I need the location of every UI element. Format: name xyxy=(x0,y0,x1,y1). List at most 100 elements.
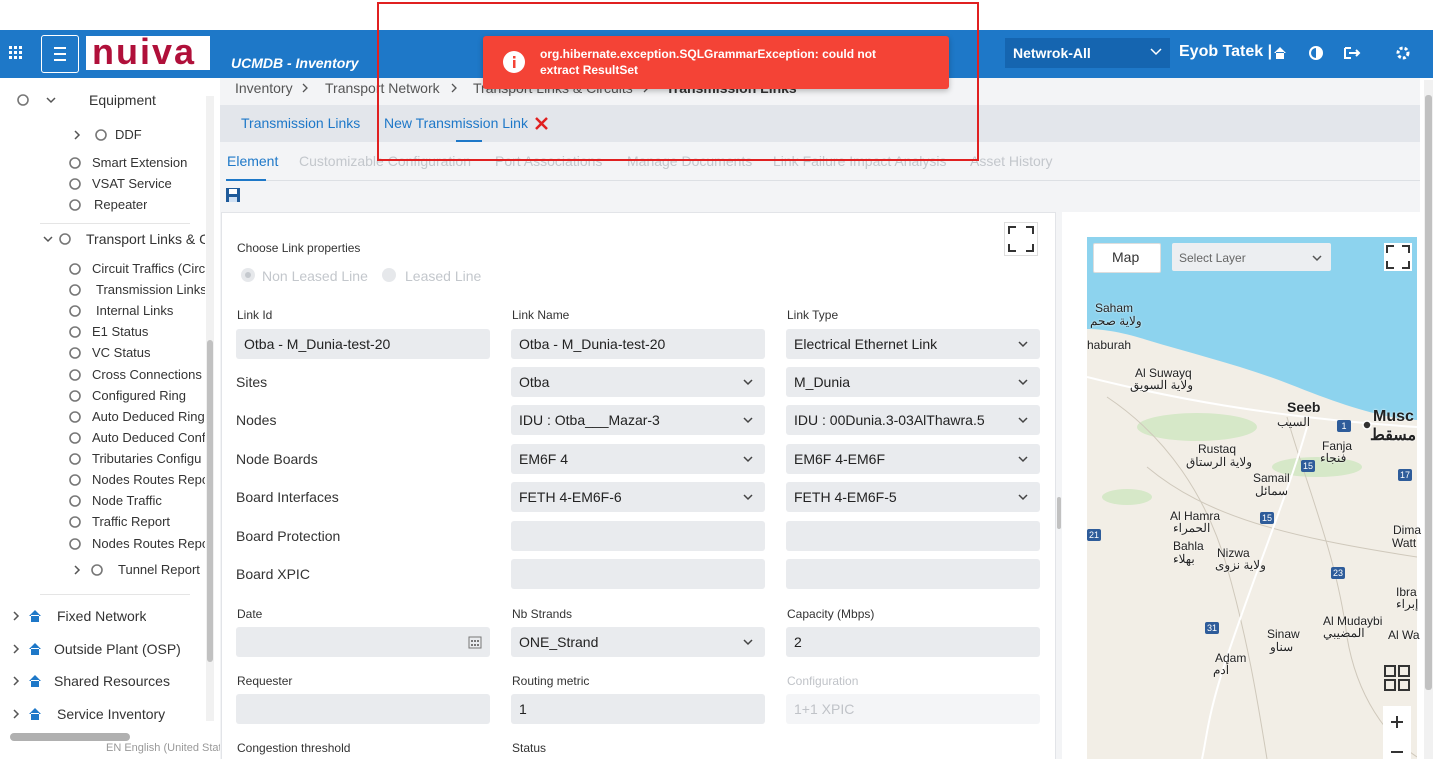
input[interactable] xyxy=(236,329,490,359)
language[interactable]: EN English (United States) xyxy=(106,742,237,754)
map-place: Al Suwayq xyxy=(1135,366,1192,380)
input[interactable] xyxy=(786,627,1040,657)
subtab[interactable]: Port Associations xyxy=(495,153,603,169)
map-place: Rustaq xyxy=(1198,442,1237,456)
radio-label[interactable]: Leased Line xyxy=(405,268,482,284)
field-label: Status xyxy=(512,741,547,755)
sidebar-item[interactable]: Node Traffic xyxy=(92,493,162,508)
input[interactable] xyxy=(511,627,765,657)
header-icons[interactable] xyxy=(1273,45,1423,61)
tab[interactable]: Transmission Links xyxy=(241,115,361,131)
sidebar-item[interactable]: Service Inventory xyxy=(57,706,166,722)
road-shield-number: 31 xyxy=(1206,623,1217,633)
input[interactable] xyxy=(511,521,765,551)
road-shield-number: 23 xyxy=(1332,568,1343,578)
sidebar-item[interactable]: DDF xyxy=(115,127,142,142)
sidebar-item[interactable]: Smart Extension xyxy=(92,155,188,170)
road-shield-number: 21 xyxy=(1088,530,1099,540)
sidebar-item[interactable]: Circuit Traffics (Circ xyxy=(92,261,205,276)
sidebar-item[interactable]: VSAT Service xyxy=(92,176,172,191)
input[interactable] xyxy=(786,482,1040,512)
map-view-button[interactable] xyxy=(1093,243,1161,273)
apps-icon[interactable] xyxy=(9,46,23,60)
subtab[interactable]: Asset History xyxy=(970,153,1053,169)
sidebar-item[interactable]: Shared Resources xyxy=(54,673,170,689)
input[interactable] xyxy=(786,521,1040,551)
horizontal-scroll-thumb[interactable] xyxy=(10,733,130,741)
sidebar-item[interactable]: Internal Links xyxy=(96,303,174,318)
sidebar-item[interactable]: Traffic Report xyxy=(92,514,171,529)
sidebar-item[interactable]: Transmission Links xyxy=(96,282,205,297)
item-icon xyxy=(29,610,41,622)
sidebar-item[interactable]: Transport Links & C xyxy=(86,231,205,247)
input[interactable] xyxy=(786,329,1040,359)
map[interactable] xyxy=(1087,237,1417,759)
expand-form[interactable] xyxy=(1004,222,1038,256)
sidebar-item[interactable]: Repeater xyxy=(94,197,148,212)
sidebar-item[interactable]: Configured Ring xyxy=(92,388,186,403)
layer-select[interactable] xyxy=(1172,243,1331,271)
input[interactable] xyxy=(511,694,765,724)
page-scroll-thumb[interactable] xyxy=(1425,95,1432,690)
sidebar-item[interactable]: E1 Status xyxy=(92,324,149,339)
radio[interactable] xyxy=(382,268,396,282)
subtab[interactable]: Customizable Configuration xyxy=(299,153,471,169)
sidebar-item[interactable]: Nodes Routes Repo xyxy=(92,536,205,551)
breadcrumb-item[interactable]: Transport Network xyxy=(325,80,440,96)
input[interactable] xyxy=(786,367,1040,397)
sidebar-item[interactable]: VC Status xyxy=(92,345,151,360)
logo: nuiva xyxy=(92,31,197,72)
sidebar-item[interactable]: Tunnel Report xyxy=(118,562,200,577)
radio-label[interactable]: Non Leased Line xyxy=(262,268,368,284)
input[interactable] xyxy=(236,627,490,657)
map-fullscreen[interactable] xyxy=(1384,243,1412,271)
map-place: المضيبي xyxy=(1323,626,1365,640)
input[interactable] xyxy=(236,694,490,724)
input[interactable] xyxy=(786,405,1040,435)
input-value: Otba - M_Dunia-test-20 xyxy=(519,336,666,352)
item-icon xyxy=(29,675,41,687)
input-value: FETH 4-EM6F-6 xyxy=(519,489,622,505)
close-tab[interactable] xyxy=(534,116,549,131)
sidebar-item[interactable]: Fixed Network xyxy=(57,608,147,624)
map-zoom[interactable] xyxy=(1383,706,1411,759)
map-layers[interactable] xyxy=(1383,664,1411,692)
sidebar-item[interactable]: Tributaries Configu xyxy=(92,451,202,466)
network-select[interactable] xyxy=(1005,38,1170,68)
chevron xyxy=(1018,494,1028,501)
input[interactable] xyxy=(786,559,1040,589)
input[interactable] xyxy=(511,405,765,435)
sidebar-item[interactable]: Auto Deduced Conf xyxy=(92,430,205,445)
row-label: Board Interfaces xyxy=(236,489,339,505)
tab[interactable]: New Transmission Link xyxy=(384,115,528,131)
sidebar-item[interactable]: Auto Deduced Ring xyxy=(92,409,205,424)
chevron xyxy=(1018,379,1028,386)
input-value: Electrical Ethernet Link xyxy=(794,336,938,352)
sidebar-item[interactable]: Nodes Routes Repo xyxy=(92,472,205,487)
sidebar-scroll-thumb[interactable] xyxy=(207,340,213,662)
subtab[interactable]: Link Failure Impact Analysis xyxy=(773,153,947,169)
sidebar-item[interactable]: Cross Connections xyxy=(92,367,202,382)
sidebar-item[interactable]: Outside Plant (OSP) xyxy=(54,641,181,657)
input[interactable] xyxy=(511,444,765,474)
user-name[interactable]: Eyob Tatek | xyxy=(1179,43,1273,60)
breadcrumb-item[interactable]: Inventory xyxy=(235,80,293,96)
sidebar-item[interactable]: Equipment xyxy=(89,92,156,108)
map-place: Al Mudaybi xyxy=(1323,614,1383,628)
menu-button[interactable] xyxy=(41,35,79,73)
input[interactable] xyxy=(511,559,765,589)
field-label: Routing metric xyxy=(512,674,590,688)
map-place: مسقط xyxy=(1370,427,1417,444)
item-icon xyxy=(69,411,81,423)
subtab[interactable]: Manage Documents xyxy=(627,153,753,169)
splitter[interactable] xyxy=(1057,497,1061,529)
field-label: Link Id xyxy=(237,308,273,322)
input[interactable] xyxy=(786,444,1040,474)
input[interactable] xyxy=(511,329,765,359)
subtab[interactable]: Element xyxy=(227,153,279,169)
save-icon[interactable] xyxy=(225,187,241,203)
input[interactable] xyxy=(786,694,1040,724)
input[interactable] xyxy=(511,482,765,512)
input[interactable] xyxy=(511,367,765,397)
